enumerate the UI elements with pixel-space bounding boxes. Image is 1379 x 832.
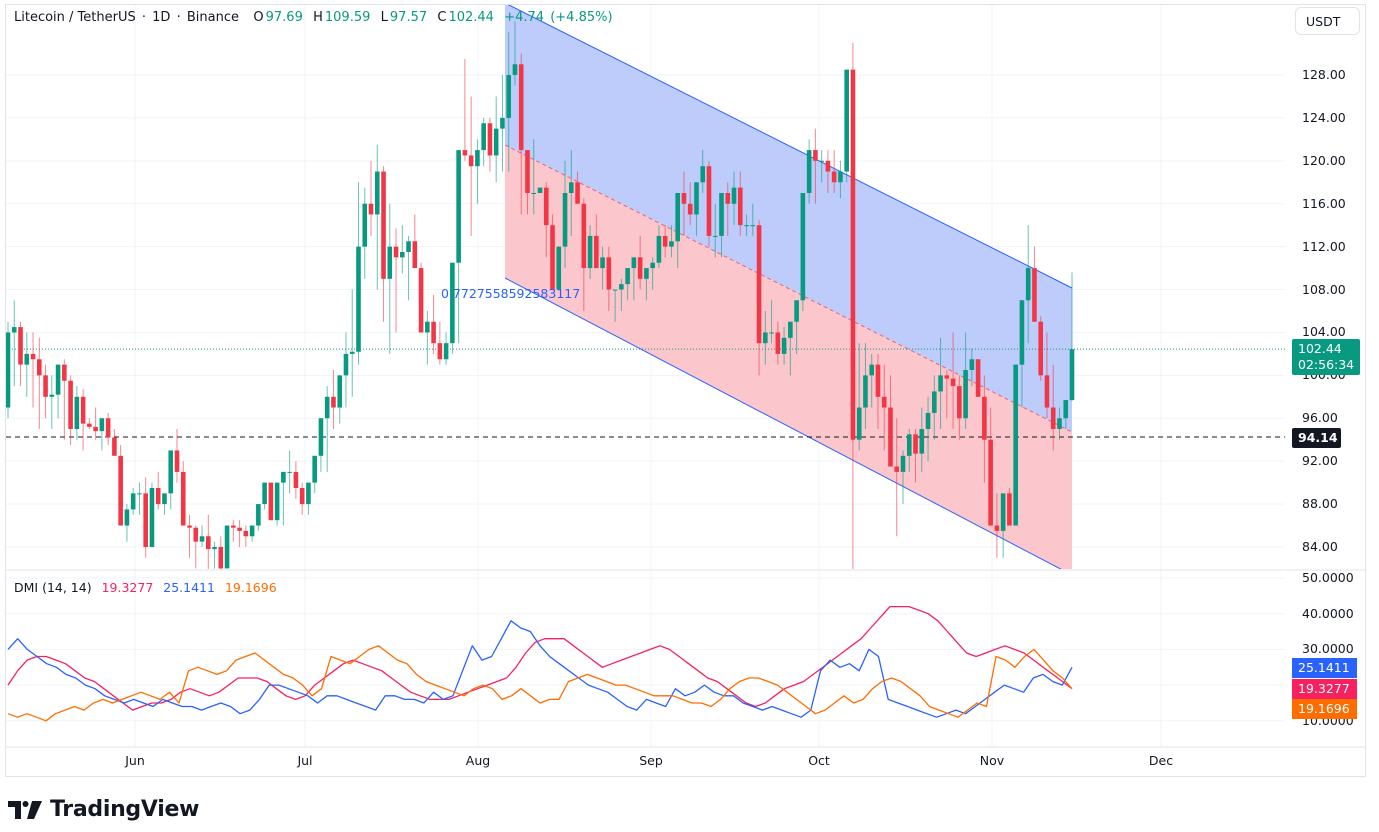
month-label: Aug: [465, 753, 491, 768]
price-tick: 88.00: [1302, 496, 1338, 512]
price-tick: 124.00: [1302, 109, 1346, 125]
tradingview-logo[interactable]: TradingView: [8, 797, 199, 822]
symbol-name[interactable]: Litecoin / TetherUS: [14, 10, 136, 25]
adx-tag: 19.1696: [1292, 699, 1357, 719]
price-tick: 128.00: [1302, 67, 1346, 82]
high-value: 109.59: [324, 10, 371, 25]
dmi-title[interactable]: DMI (14, 14): [14, 580, 92, 595]
price-tick: 120.00: [1302, 152, 1346, 168]
currency-button[interactable]: USDT: [1295, 7, 1360, 35]
separator: ·: [176, 10, 181, 25]
open-label: O: [253, 10, 264, 25]
candles: [6, 21, 1075, 569]
close-label: C: [437, 10, 447, 25]
close-value: 102.44: [448, 10, 494, 25]
change-percent: (+4.85%): [550, 10, 613, 25]
price-tick: 84.00: [1302, 538, 1338, 554]
month-label: Sep: [639, 753, 663, 768]
tradingview-logo-icon: [8, 800, 42, 819]
adx-line: [7, 645, 1073, 722]
dmi-tick: 40.0000: [1302, 605, 1354, 621]
high-label: H: [313, 10, 323, 25]
plus-di-value: 19.3277: [101, 580, 154, 595]
price-tick: 108.00: [1302, 281, 1346, 297]
adx-value: 19.1696: [224, 580, 277, 595]
symbol-legend: Litecoin / TetherUS · 1D · Binance O 97.6…: [14, 10, 615, 25]
separator: ·: [141, 10, 147, 25]
month-label: Jul: [297, 753, 313, 768]
month-label: Jun: [125, 753, 145, 768]
dmi-tick: 50.0000: [1302, 570, 1354, 585]
current-price-tag: 102.44 02:56:34: [1292, 339, 1360, 375]
low-label: L: [380, 10, 388, 25]
di-line: [7, 620, 1073, 718]
price-tick: 96.00: [1302, 410, 1338, 426]
open-value: 97.69: [265, 10, 303, 25]
di-line: [7, 605, 1073, 711]
dmi-legend: DMI (14, 14) 19.3277 25.1411 19.1696: [14, 580, 277, 595]
price-tick: 112.00: [1302, 238, 1346, 254]
exchange: Binance: [186, 10, 239, 25]
month-label: Dec: [1148, 753, 1174, 768]
low-value: 97.57: [389, 10, 428, 25]
price-tick: 92.00: [1302, 453, 1338, 469]
dmi-tick: 30.0000: [1302, 641, 1354, 657]
dmi-lines: [7, 605, 1073, 722]
horizontal-line-price-tag: 94.14: [1292, 428, 1341, 448]
change-value: +4.74: [504, 10, 545, 25]
countdown: 02:56:34: [1298, 357, 1355, 372]
regression-channel[interactable]: [504, 3, 1073, 575]
minus-di-value: 25.1411: [163, 580, 215, 595]
month-label: Nov: [979, 753, 1005, 768]
minus-di-tag: 25.1411: [1292, 658, 1357, 678]
interval[interactable]: 1D: [152, 10, 171, 25]
month-label: Oct: [808, 753, 830, 768]
price-tick: 116.00: [1302, 195, 1346, 211]
price-tick: 104.00: [1302, 324, 1346, 340]
tradingview-wordmark: TradingView: [50, 797, 200, 822]
channel-label: 0.7727558592583117: [441, 286, 581, 301]
plus-di-tag: 19.3277: [1292, 679, 1357, 699]
current-price: 102.44: [1298, 341, 1342, 356]
